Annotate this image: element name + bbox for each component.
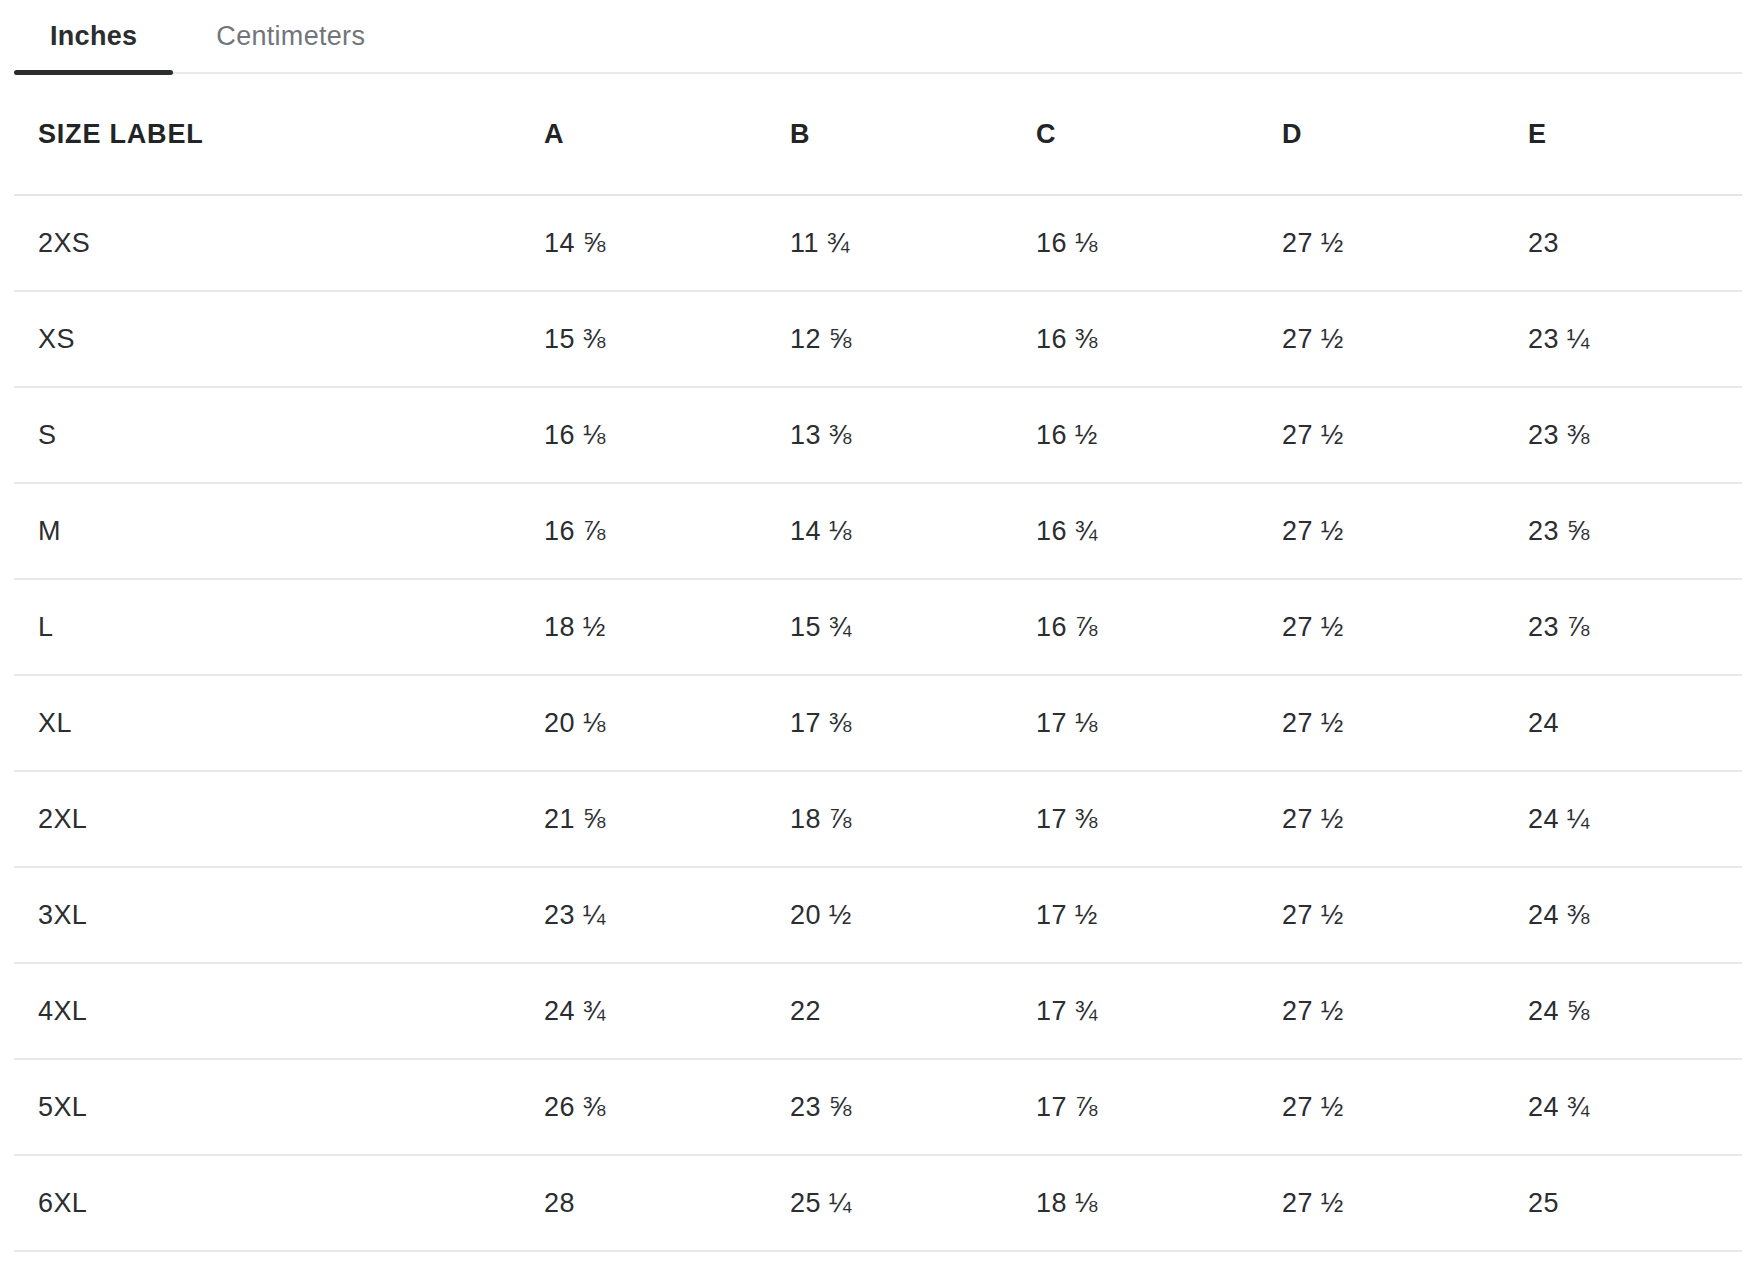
measurement-cell: 24 ¾ <box>520 996 766 1027</box>
table-row: 6XL 28 25 ¼ 18 ⅛ 27 ½ 25 <box>14 1156 1742 1252</box>
measurement-cell: 24 ¾ <box>1504 1092 1742 1123</box>
measurement-cell: 20 ⅛ <box>520 708 766 739</box>
column-header-c: C <box>1012 119 1258 150</box>
measurement-cell: 23 ¼ <box>1504 324 1742 355</box>
measurement-cell: 27 ½ <box>1258 1188 1504 1219</box>
measurement-cell: 20 ½ <box>766 900 1012 931</box>
table-row: XS 15 ⅜ 12 ⅝ 16 ⅜ 27 ½ 23 ¼ <box>14 292 1742 388</box>
measurement-cell: 27 ½ <box>1258 708 1504 739</box>
table-row: 3XL 23 ¼ 20 ½ 17 ½ 27 ½ 24 ⅜ <box>14 868 1742 964</box>
measurement-cell: 17 ⅜ <box>1012 804 1258 835</box>
table-row: L 18 ½ 15 ¾ 16 ⅞ 27 ½ 23 ⅞ <box>14 580 1742 676</box>
measurement-cell: 24 ¼ <box>1504 804 1742 835</box>
measurement-cell: 18 ⅛ <box>1012 1188 1258 1219</box>
measurement-cell: 24 <box>1504 708 1742 739</box>
size-label-cell: XS <box>14 324 520 355</box>
measurement-cell: 16 ¾ <box>1012 516 1258 547</box>
measurement-cell: 23 ⅝ <box>766 1092 1012 1123</box>
table-row: XL 20 ⅛ 17 ⅜ 17 ⅛ 27 ½ 24 <box>14 676 1742 772</box>
column-header-b: B <box>766 119 1012 150</box>
measurement-cell: 13 ⅜ <box>766 420 1012 451</box>
column-header-size-label: SIZE LABEL <box>14 119 520 150</box>
measurement-cell: 16 ⅛ <box>1012 228 1258 259</box>
measurement-cell: 22 <box>766 996 1012 1027</box>
tab-inches[interactable]: Inches <box>14 0 173 72</box>
measurement-cell: 27 ½ <box>1258 804 1504 835</box>
table-row: 5XL 26 ⅜ 23 ⅝ 17 ⅞ 27 ½ 24 ¾ <box>14 1060 1742 1156</box>
measurement-cell: 21 ⅝ <box>520 804 766 835</box>
table-row: S 16 ⅛ 13 ⅜ 16 ½ 27 ½ 23 ⅜ <box>14 388 1742 484</box>
table-row: M 16 ⅞ 14 ⅛ 16 ¾ 27 ½ 23 ⅝ <box>14 484 1742 580</box>
table-row: 2XL 21 ⅝ 18 ⅞ 17 ⅜ 27 ½ 24 ¼ <box>14 772 1742 868</box>
column-header-d: D <box>1258 119 1504 150</box>
measurement-cell: 27 ½ <box>1258 612 1504 643</box>
measurement-cell: 16 ⅞ <box>520 516 766 547</box>
table-row: 4XL 24 ¾ 22 17 ¾ 27 ½ 24 ⅝ <box>14 964 1742 1060</box>
measurement-cell: 27 ½ <box>1258 420 1504 451</box>
measurement-cell: 23 ¼ <box>520 900 766 931</box>
size-label-cell: L <box>14 612 520 643</box>
size-label-cell: 4XL <box>14 996 520 1027</box>
size-table: SIZE LABEL A B C D E 2XS 14 ⅝ 11 ¾ 16 ⅛ … <box>14 74 1742 1252</box>
measurement-cell: 24 ⅜ <box>1504 900 1742 931</box>
size-label-cell: 6XL <box>14 1188 520 1219</box>
measurement-cell: 11 ¾ <box>766 228 1012 259</box>
measurement-cell: 27 ½ <box>1258 1092 1504 1123</box>
column-header-e: E <box>1504 119 1742 150</box>
measurement-cell: 17 ¾ <box>1012 996 1258 1027</box>
measurement-cell: 16 ⅞ <box>1012 612 1258 643</box>
measurement-cell: 17 ⅞ <box>1012 1092 1258 1123</box>
tab-centimeters[interactable]: Centimeters <box>180 0 401 72</box>
unit-tabs: Inches Centimeters <box>14 0 1742 74</box>
measurement-cell: 23 ⅞ <box>1504 612 1742 643</box>
measurement-cell: 16 ⅜ <box>1012 324 1258 355</box>
measurement-cell: 23 ⅜ <box>1504 420 1742 451</box>
measurement-cell: 12 ⅝ <box>766 324 1012 355</box>
measurement-cell: 18 ⅞ <box>766 804 1012 835</box>
measurement-cell: 17 ⅛ <box>1012 708 1258 739</box>
size-label-cell: 5XL <box>14 1092 520 1123</box>
measurement-cell: 23 ⅝ <box>1504 516 1742 547</box>
measurement-cell: 14 ⅝ <box>520 228 766 259</box>
size-label-cell: 3XL <box>14 900 520 931</box>
measurement-cell: 27 ½ <box>1258 228 1504 259</box>
size-table-body: 2XS 14 ⅝ 11 ¾ 16 ⅛ 27 ½ 23 XS 15 ⅜ 12 ⅝ … <box>14 196 1742 1252</box>
size-label-cell: 2XL <box>14 804 520 835</box>
measurement-cell: 16 ⅛ <box>520 420 766 451</box>
size-chart-widget: Inches Centimeters SIZE LABEL A B C D E … <box>0 0 1756 1270</box>
measurement-cell: 18 ½ <box>520 612 766 643</box>
measurement-cell: 17 ½ <box>1012 900 1258 931</box>
measurement-cell: 27 ½ <box>1258 996 1504 1027</box>
size-table-header: SIZE LABEL A B C D E <box>14 74 1742 196</box>
measurement-cell: 15 ⅜ <box>520 324 766 355</box>
measurement-cell: 25 <box>1504 1188 1742 1219</box>
measurement-cell: 25 ¼ <box>766 1188 1012 1219</box>
measurement-cell: 27 ½ <box>1258 900 1504 931</box>
size-label-cell: M <box>14 516 520 547</box>
measurement-cell: 28 <box>520 1188 766 1219</box>
size-label-cell: 2XS <box>14 228 520 259</box>
measurement-cell: 14 ⅛ <box>766 516 1012 547</box>
measurement-cell: 27 ½ <box>1258 516 1504 547</box>
table-row: 2XS 14 ⅝ 11 ¾ 16 ⅛ 27 ½ 23 <box>14 196 1742 292</box>
measurement-cell: 23 <box>1504 228 1742 259</box>
measurement-cell: 27 ½ <box>1258 324 1504 355</box>
size-label-cell: S <box>14 420 520 451</box>
size-label-cell: XL <box>14 708 520 739</box>
measurement-cell: 17 ⅜ <box>766 708 1012 739</box>
measurement-cell: 15 ¾ <box>766 612 1012 643</box>
column-header-a: A <box>520 119 766 150</box>
measurement-cell: 24 ⅝ <box>1504 996 1742 1027</box>
measurement-cell: 16 ½ <box>1012 420 1258 451</box>
measurement-cell: 26 ⅜ <box>520 1092 766 1123</box>
